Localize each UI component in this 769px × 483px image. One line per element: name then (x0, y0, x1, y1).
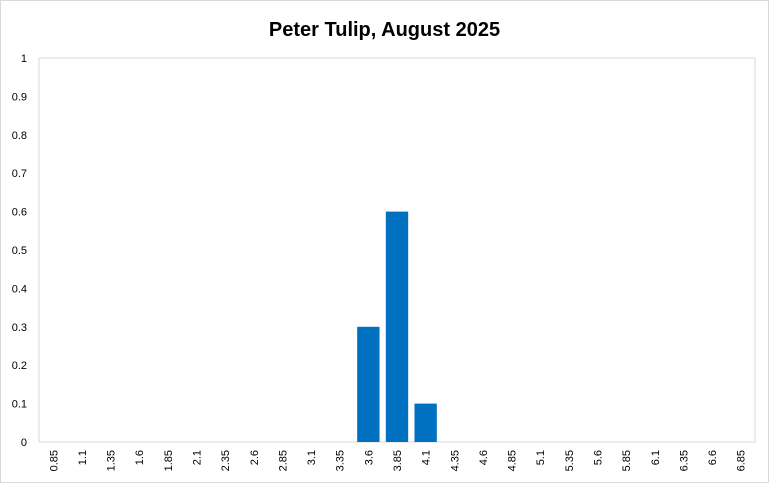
x-tick-label: 2.85 (277, 450, 289, 471)
x-tick-label: 4.85 (507, 450, 519, 471)
x-tick-label: 2.1 (192, 450, 204, 465)
bar-4.1 (414, 403, 437, 442)
y-tick-label: 0.4 (12, 283, 27, 295)
y-tick-label: 0 (21, 437, 27, 449)
x-tick-label: 2.35 (220, 450, 232, 471)
x-tick-label: 4.6 (478, 450, 490, 465)
y-tick-label: 0.6 (12, 207, 27, 219)
y-tick-label: 0.5 (12, 245, 27, 257)
x-tick-label: 3.35 (335, 450, 347, 471)
y-tick-label: 0.3 (12, 322, 27, 334)
y-tick-label: 1 (21, 53, 27, 65)
x-tick-label: 6.1 (650, 450, 662, 465)
x-tick-label: 3.85 (392, 450, 404, 471)
bar-3.6 (357, 326, 380, 442)
x-tick-label: 1.6 (134, 450, 146, 465)
chart-title: Peter Tulip, August 2025 (268, 19, 501, 41)
x-tick-label: 6.85 (736, 450, 748, 471)
x-tick-label: 5.35 (564, 450, 576, 471)
x-tick-label: 5.1 (535, 450, 547, 465)
x-tick-label: 4.1 (421, 450, 433, 465)
x-tick-label: 4.35 (449, 450, 461, 471)
x-tick-label: 3.1 (306, 450, 318, 465)
y-tick-label: 0.2 (12, 360, 27, 372)
x-tick-label: 6.6 (707, 450, 719, 465)
x-tick-label: 0.85 (48, 450, 60, 471)
y-tick-label: 0.9 (12, 91, 27, 103)
x-tick-label: 3.6 (363, 450, 375, 465)
x-tick-label: 1.1 (77, 450, 89, 465)
x-tick-label: 6.35 (678, 450, 690, 471)
y-tick-label: 0.7 (12, 168, 27, 180)
x-tick-label: 5.6 (592, 450, 604, 465)
x-tick-label: 1.35 (106, 450, 118, 471)
x-tick-label: 2.6 (249, 450, 261, 465)
y-tick-label: 0.1 (12, 399, 27, 411)
y-tick-label: 0.8 (12, 130, 27, 142)
x-tick-label: 1.85 (163, 450, 175, 471)
bar-3.85 (385, 211, 409, 442)
x-tick-label: 5.85 (621, 450, 633, 471)
